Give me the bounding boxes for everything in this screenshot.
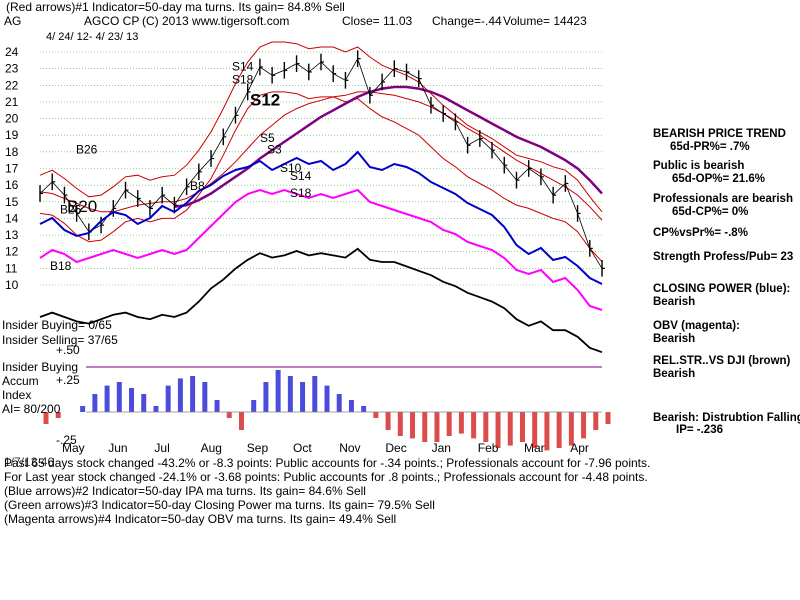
month-nov: Nov <box>339 441 360 455</box>
obv-title: OBV (magenta): <box>653 320 740 332</box>
closing-power-value: Bearish <box>653 296 696 308</box>
month-jul: Jul <box>154 441 169 455</box>
y-tick-14: 14 <box>5 211 19 225</box>
y-tick-10: 10 <box>5 278 19 292</box>
month-jun: Jun <box>108 441 127 455</box>
signal-s14: S14 <box>232 59 254 73</box>
y-tick-16: 16 <box>5 178 19 192</box>
closing-power <box>39 150 603 285</box>
y-tick-24: 24 <box>5 45 19 59</box>
month-apr: Apr <box>570 441 589 455</box>
insider-selling-count: Insider Selling= 37/65 <box>2 333 118 347</box>
cp-vs-pr: CP%vsPr%= -.8% <box>653 227 748 239</box>
moving-averages <box>39 85 603 221</box>
ma200-line <box>174 85 603 209</box>
ai-label: AI= 80/200 <box>2 402 61 416</box>
signal-b20: B20 <box>67 197 97 216</box>
cp-value: 65d-CP%= 0% <box>672 206 749 218</box>
date-range: 4/ 24/ 12- 4/ 23/ 13 <box>46 31 139 43</box>
header-close: Close= 11.03 <box>342 14 413 28</box>
signal-s12: S12 <box>250 90 280 109</box>
bollinger-bands <box>39 41 603 263</box>
label-minus25: -.25 <box>56 433 77 447</box>
header-copyright: (C) 2013 www.tigersoft.com <box>142 14 290 28</box>
signal-s10: S10 <box>280 161 302 175</box>
label-plus50: +.50 <box>56 343 80 357</box>
y-tick-labels: 10 11 12 13 14 15 16 17 18 19 20 21 22 23 24 <box>5 45 19 292</box>
signal-b26: B26 <box>76 143 98 157</box>
footer-line1: Past 65 days stock changed -43.2% or -8.… <box>4 456 651 470</box>
label-plus25: +.25 <box>56 373 80 387</box>
relstr-title: REL.STR..VS DJI (brown) <box>653 355 791 367</box>
signal-b8: B8 <box>190 179 205 193</box>
month-aug: Aug <box>201 441 222 455</box>
relative-strength-line <box>39 247 603 354</box>
closing-power-title: CLOSING POWER (blue): <box>653 283 791 295</box>
y-tick-22: 22 <box>5 78 19 92</box>
y-tick-23: 23 <box>5 62 19 76</box>
insider-buying-label: Insider Buying <box>2 360 79 374</box>
relstr <box>39 247 603 354</box>
insider-buying-count: Insider Buying= 0/65 <box>2 318 112 332</box>
bearish-trend: BEARISH PRICE TREND <box>653 128 786 140</box>
header-line1: (Red arrows)#1 Indicator=50-day ma turns… <box>6 0 345 14</box>
footer-line4: (Green arrows)#3 Indicator=50-day Closin… <box>4 498 435 512</box>
signal-b18: B18 <box>50 259 72 273</box>
pr-value: 65d-PR%= .7% <box>670 141 750 153</box>
month-sep: Sep <box>247 441 269 455</box>
distribution-title: Bearish: Distrubtion Falling <box>653 412 800 424</box>
header-symbol: AG <box>4 14 22 28</box>
accumulation-index <box>43 370 611 451</box>
y-tick-21: 21 <box>5 95 19 109</box>
op-value: 65d-OP%= 21.6% <box>672 173 766 185</box>
y-tick-13: 13 <box>5 228 19 242</box>
price-gridlines <box>40 51 602 286</box>
pro-bearish: Professionals are bearish <box>653 193 793 205</box>
footer-overlap: 1/7/13 46 <box>4 455 55 469</box>
obv-value: Bearish <box>653 333 696 345</box>
month-feb: Feb <box>478 441 499 455</box>
price-bars <box>39 50 605 277</box>
obv <box>39 188 603 311</box>
y-tick-17: 17 <box>5 162 19 176</box>
signal-s3: S3 <box>267 143 282 157</box>
month-jan: Jan <box>432 441 451 455</box>
signal-s5: S5 <box>260 131 275 145</box>
ma50-line <box>39 91 603 221</box>
x-month-labels: MayJunJulAugSepOctNovDecJanFebMarApr <box>62 441 589 455</box>
signal-s18: S18 <box>290 186 312 200</box>
signal-s14: S14 <box>290 169 312 183</box>
header-change: Change=-.44 <box>432 14 502 28</box>
footer-line2: For Last year stock changed -24.1% or -3… <box>4 470 648 484</box>
footer-line5: (Magenta arrows)#4 Indicator=50-day OBV … <box>4 512 397 526</box>
y-tick-11: 11 <box>5 261 18 275</box>
month-may: May <box>62 441 85 455</box>
signal-s18: S18 <box>232 73 254 87</box>
obv-line <box>39 188 603 311</box>
y-tick-15: 15 <box>5 195 19 209</box>
month-oct: Oct <box>293 441 312 455</box>
header-volume: Volume= 14423 <box>503 14 587 28</box>
relstr-value: Bearish <box>653 368 696 380</box>
closing-power-line <box>39 150 603 285</box>
public-bearish: Public is bearish <box>653 160 745 172</box>
y-tick-12: 12 <box>5 245 19 259</box>
strength: Strength Profess/Pub= 23 <box>653 251 794 263</box>
month-dec: Dec <box>385 441 406 455</box>
lower-band-line <box>39 91 603 263</box>
y-tick-19: 19 <box>5 128 19 142</box>
y-tick-18: 18 <box>5 145 19 159</box>
ip-value: IP= -.236 <box>676 424 723 436</box>
price-close-line <box>39 57 603 269</box>
index-label: Index <box>2 388 32 402</box>
upper-band-line <box>39 41 603 213</box>
y-tick-20: 20 <box>5 112 19 126</box>
signal-b26: B26 <box>60 202 82 216</box>
footer-line3: (Blue arrows)#2 Indicator=50-day IPA ma … <box>4 484 366 498</box>
header-company: AGCO CP <box>84 14 140 28</box>
accum-label: Accum <box>2 374 39 388</box>
